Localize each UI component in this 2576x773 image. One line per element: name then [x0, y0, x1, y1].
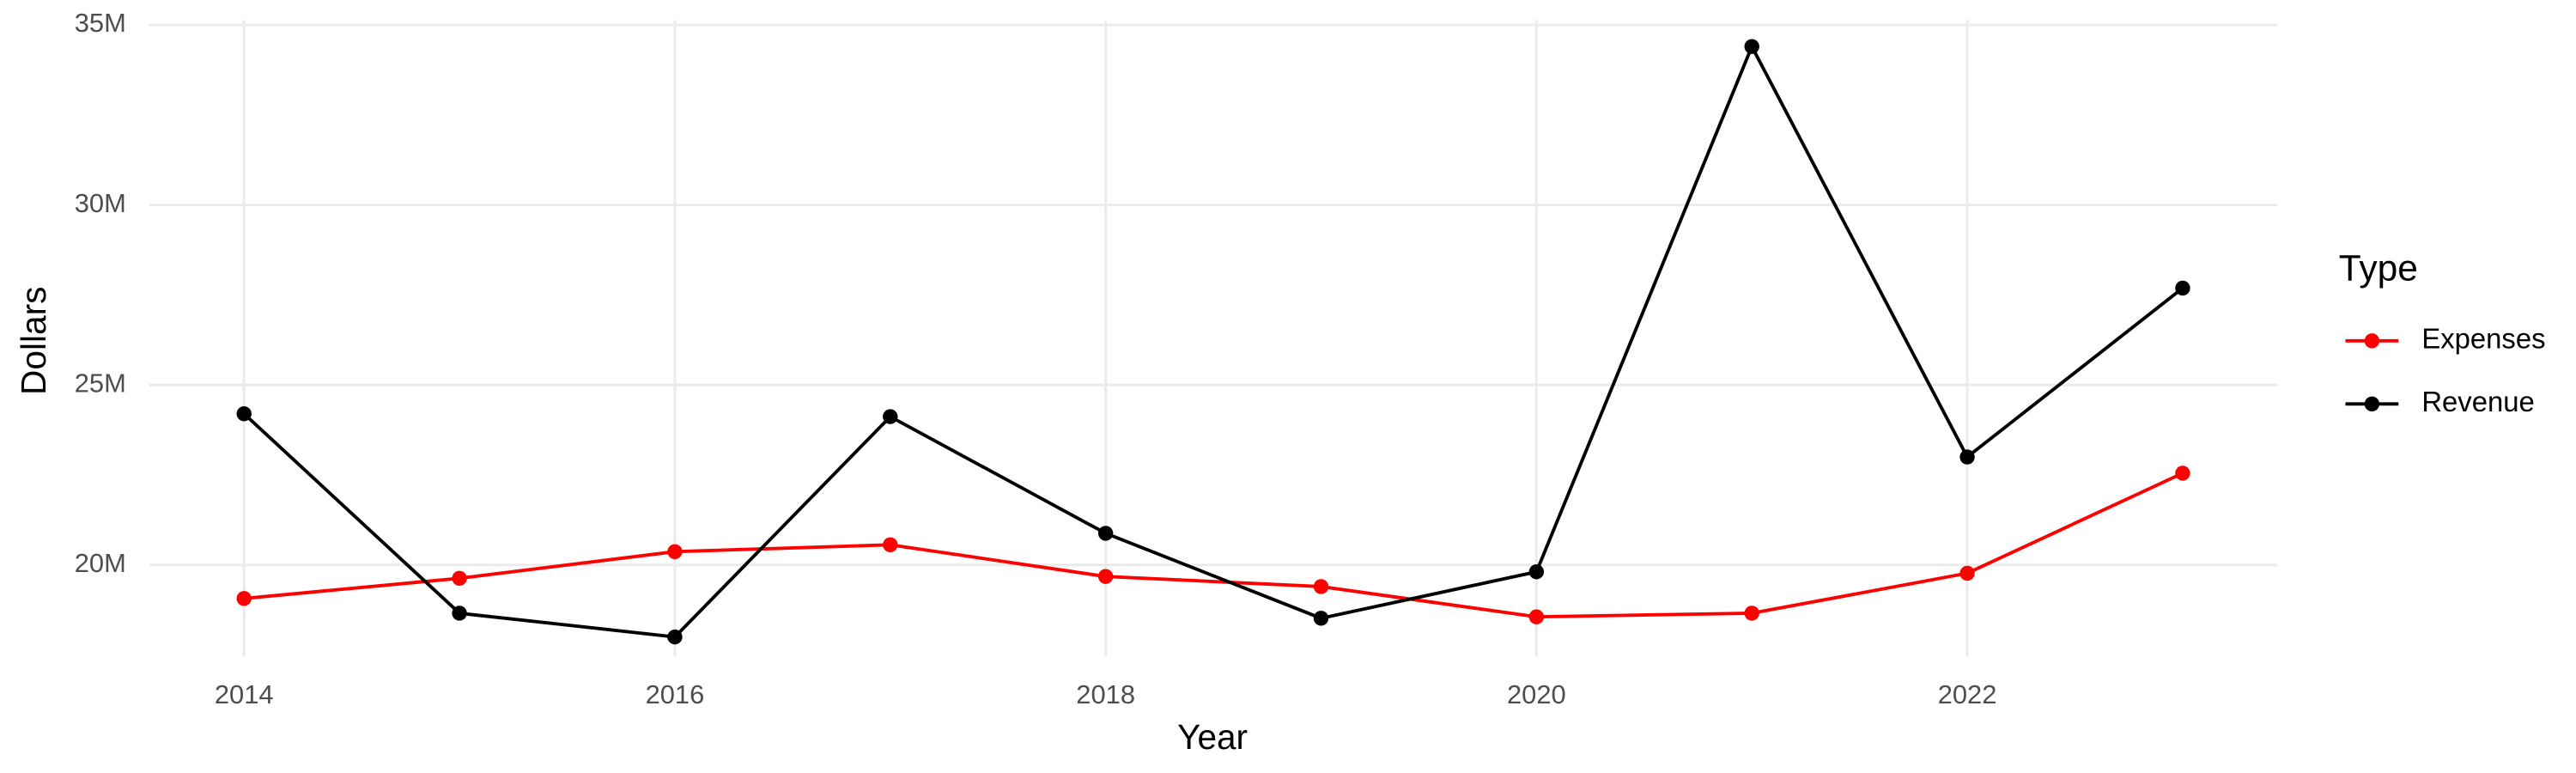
data-point: [883, 409, 898, 424]
data-point: [1097, 526, 1114, 541]
data-point: [1313, 611, 1329, 626]
data-point: [1313, 579, 1329, 594]
data-point: [1528, 564, 1545, 580]
data-point: [667, 544, 683, 559]
legend-label: Revenue: [2421, 386, 2534, 417]
data-point: [667, 629, 683, 645]
data-point: [2175, 280, 2190, 296]
legend-point: [2364, 333, 2380, 349]
data-point: [1959, 449, 1975, 465]
data-point: [1097, 569, 1114, 584]
data-point: [236, 406, 252, 422]
data-point: [452, 606, 467, 621]
y-tick-label: 20M: [75, 548, 126, 578]
data-point: [1744, 606, 1759, 621]
y-tick-label: 25M: [75, 368, 126, 398]
x-tick-label: 2016: [646, 679, 705, 709]
data-point: [1744, 39, 1759, 54]
legend-label: Expenses: [2421, 322, 2545, 354]
y-axis-title: Dollars: [14, 287, 53, 395]
y-tick-label: 35M: [75, 8, 126, 38]
data-point: [1528, 609, 1545, 624]
data-point: [2175, 466, 2190, 481]
x-tick-label: 2018: [1076, 679, 1135, 709]
data-point: [452, 570, 467, 587]
series-line: [242, 42, 2184, 639]
x-tick-label: 2020: [1507, 679, 1566, 709]
x-axis-title: Year: [1177, 717, 1248, 757]
x-tick-label: 2022: [1938, 679, 1997, 709]
y-tick-label: 30M: [75, 188, 126, 218]
legend-title: Type: [2339, 248, 2418, 289]
data-point: [236, 591, 252, 606]
x-tick-label: 2014: [215, 679, 274, 709]
data-point: [1959, 565, 1975, 581]
series-line: [244, 472, 2184, 619]
data-point: [883, 537, 898, 553]
plot-area: [236, 39, 2190, 645]
legend-point: [2364, 396, 2380, 412]
grid: [149, 20, 2278, 657]
